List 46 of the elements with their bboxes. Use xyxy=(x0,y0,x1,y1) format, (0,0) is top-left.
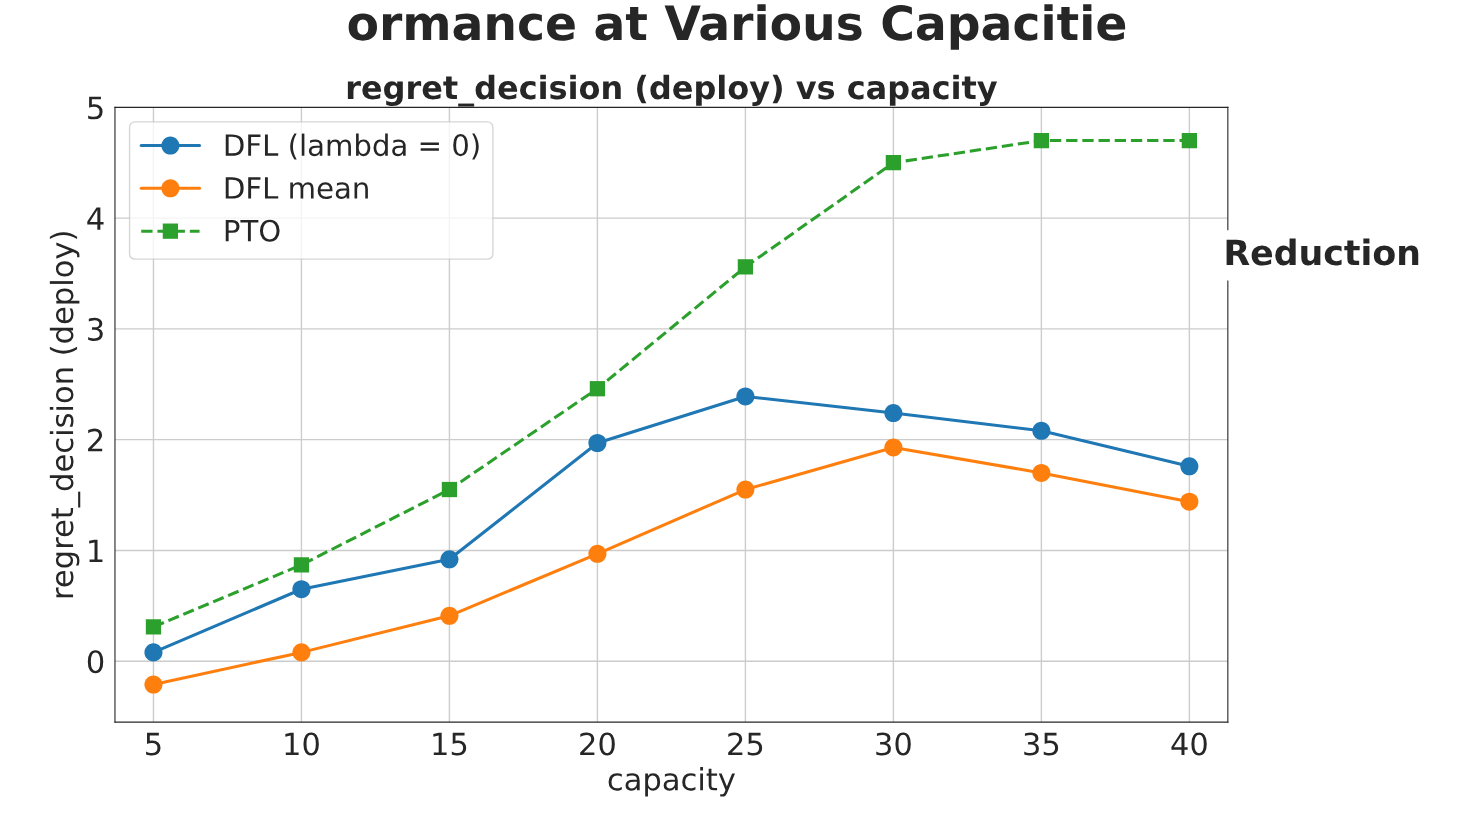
point xyxy=(884,438,903,457)
y-tick-label: 5 xyxy=(88,96,103,120)
point xyxy=(736,387,755,406)
point xyxy=(884,404,903,423)
x-tick-label: 10 xyxy=(285,732,319,756)
y-axis-title: regret_decision (deploy) xyxy=(49,232,81,598)
chart-title: regret_decision (deploy) vs capacity xyxy=(347,74,998,107)
point xyxy=(1180,457,1199,476)
point xyxy=(144,675,163,694)
point xyxy=(1180,492,1199,511)
point xyxy=(588,544,607,563)
x-tick-label: 40 xyxy=(1171,732,1207,756)
point xyxy=(1032,463,1051,482)
point xyxy=(588,433,607,453)
x-axis-title: capacity xyxy=(608,767,735,797)
y-tick-label: 4 xyxy=(87,207,104,230)
legend-label: PTO xyxy=(225,219,280,242)
point xyxy=(293,557,310,573)
point xyxy=(292,580,311,599)
point xyxy=(737,259,754,275)
point xyxy=(441,481,458,498)
point xyxy=(145,619,162,635)
x-tick-label: 30 xyxy=(876,732,911,756)
x-tick-label: 25 xyxy=(728,732,763,756)
legend-label: DFL mean xyxy=(225,177,368,199)
point xyxy=(736,480,755,499)
x-tick-label: 15 xyxy=(433,732,467,756)
y-tick-label: 0 xyxy=(87,650,104,674)
point xyxy=(885,155,902,171)
point xyxy=(144,643,163,662)
x-tick-label: 20 xyxy=(580,732,615,756)
text: ormance at Various Capacitie xyxy=(348,4,1126,50)
y-tick-label: 2 xyxy=(88,428,103,452)
legend-label: DFL (lambda = 0) xyxy=(225,133,479,160)
annotation: Reduction xyxy=(1226,238,1419,266)
x-tick-label: 35 xyxy=(1024,732,1059,756)
point xyxy=(1032,421,1051,440)
point xyxy=(440,550,459,569)
x-tick-label: 5 xyxy=(146,732,161,756)
y-tick-label: 1 xyxy=(89,539,103,563)
y-tick-label: 3 xyxy=(88,317,103,341)
point xyxy=(1033,132,1050,149)
point xyxy=(1181,132,1197,149)
point xyxy=(589,381,606,397)
point xyxy=(440,606,459,625)
point xyxy=(292,643,311,662)
